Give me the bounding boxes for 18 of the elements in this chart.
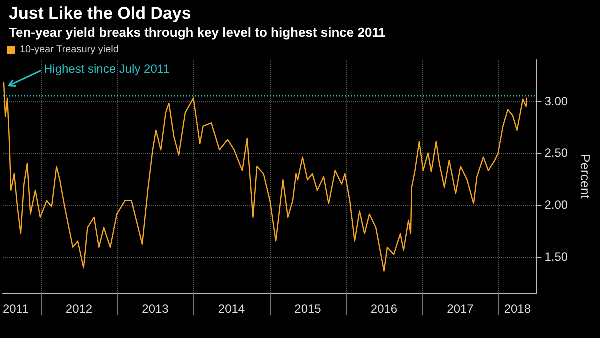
x-tick-label: 2016 xyxy=(370,302,398,316)
x-tick-label: 2013 xyxy=(142,302,170,316)
x-tick-label: 2014 xyxy=(218,302,246,316)
x-tick-label: 2018 xyxy=(504,302,532,316)
x-tick-label: 2015 xyxy=(294,302,322,316)
y-axis-title: Percent xyxy=(578,154,593,200)
y-tick-label: 3.00 xyxy=(544,94,568,108)
y-tick-label: 2.50 xyxy=(544,146,568,160)
x-tick-label: 2011 xyxy=(3,302,30,316)
y-tick-label: 2.00 xyxy=(544,198,568,212)
line-series xyxy=(3,82,528,272)
y-tick-label: 1.50 xyxy=(544,250,568,264)
legend-label: 10-year Treasury yield xyxy=(20,44,119,56)
x-tick-label: 2012 xyxy=(66,302,93,316)
chart-title: Just Like the Old Days xyxy=(9,4,192,23)
chart-subtitle: Ten-year yield breaks through key level to highest since 2011 xyxy=(9,25,386,40)
annotation: Highest since July 2011 xyxy=(44,62,170,76)
x-tick-label: 2017 xyxy=(447,302,474,316)
